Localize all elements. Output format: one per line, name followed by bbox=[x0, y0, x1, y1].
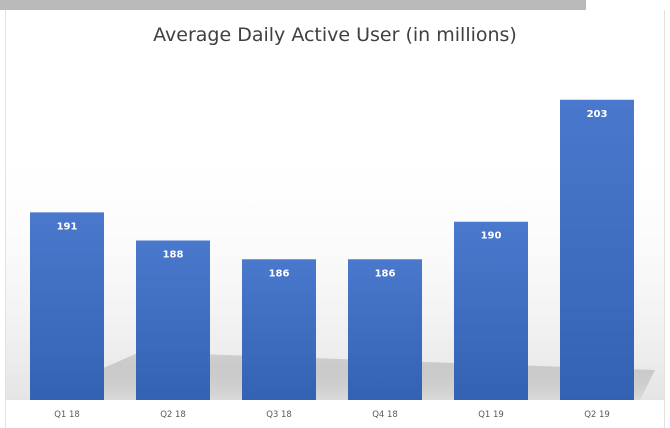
bar-q2-19 bbox=[560, 99, 634, 400]
x-tick-label: Q2 18 bbox=[160, 410, 186, 420]
data-label: 203 bbox=[587, 109, 608, 120]
data-label: 186 bbox=[269, 268, 290, 279]
bar-q3-18 bbox=[242, 259, 316, 400]
data-label: 190 bbox=[481, 231, 502, 242]
plot-background-glow bbox=[6, 140, 664, 400]
chart-title: Average Daily Active User (in millions) bbox=[153, 24, 517, 46]
x-tick-label: Q1 18 bbox=[54, 410, 80, 420]
data-label: 188 bbox=[163, 250, 184, 261]
data-label: 191 bbox=[57, 221, 78, 232]
data-label: 186 bbox=[375, 268, 396, 279]
bar-q1-18 bbox=[30, 212, 104, 400]
data-labels-layer: 191 188 186 186 190 203 bbox=[57, 109, 608, 280]
x-tick-label: Q4 18 bbox=[372, 410, 398, 420]
x-tick-label: Q2 19 bbox=[584, 410, 610, 420]
x-tick-labels-layer: Q1 18 Q2 18 Q3 18 Q4 18 Q1 19 Q2 19 bbox=[54, 410, 610, 420]
bar-q1-19 bbox=[454, 221, 528, 400]
bar-q4-18 bbox=[348, 259, 422, 400]
bars-layer bbox=[30, 99, 634, 400]
x-tick-label: Q1 19 bbox=[478, 410, 504, 420]
x-tick-label: Q3 18 bbox=[266, 410, 292, 420]
top-strip bbox=[0, 0, 586, 10]
bar-q2-18 bbox=[136, 240, 210, 400]
